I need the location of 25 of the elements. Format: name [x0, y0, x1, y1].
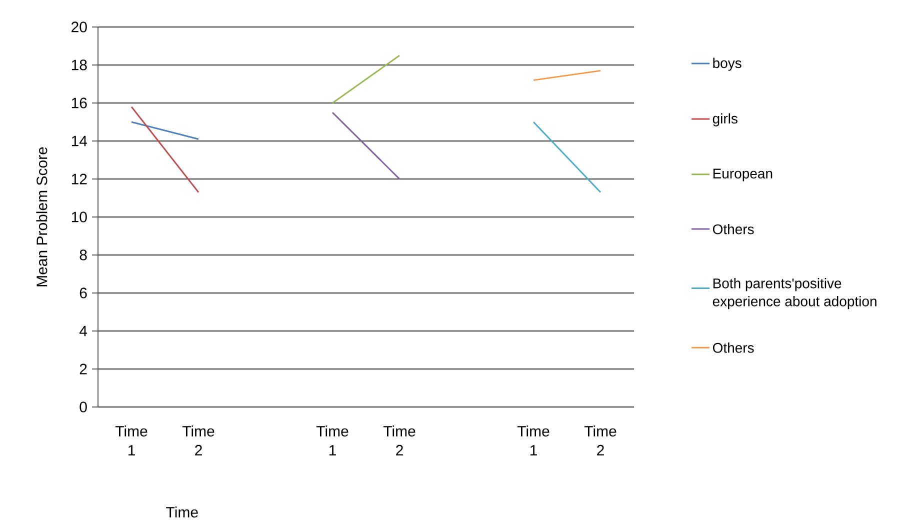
y-tick-label: 12: [72, 174, 87, 184]
y-tick-label: 20: [72, 22, 87, 32]
y-tick-label: 10: [72, 212, 87, 222]
legend-label: boys: [713, 58, 742, 71]
legend-label: European: [713, 168, 772, 182]
legend-label: girls: [712, 113, 738, 126]
legend-label: Others: [712, 224, 754, 234]
x-tick-label: Time 2: [584, 426, 616, 456]
y-tick-label: 16: [72, 98, 87, 108]
y-tick-label: 6: [80, 288, 87, 298]
legend-label: Others: [712, 342, 754, 353]
x-tick-label: Time 2: [182, 426, 214, 456]
y-tick-label: 0: [80, 402, 87, 412]
y-tick-label: 18: [72, 60, 87, 70]
y-tick-label: 14: [72, 136, 88, 146]
y-tick-label: 4: [79, 326, 88, 336]
x-axis-title: Time: [166, 506, 198, 518]
y-tick-label: 2: [80, 364, 87, 374]
legend-label: Both parents'positive experience about adoption: [712, 278, 876, 310]
x-tick-label: Time 2: [383, 426, 416, 456]
x-tick-label: Time 1: [316, 426, 348, 456]
y-axis-title: Mean Problem Score: [36, 147, 48, 286]
y-tick-label: 8: [80, 250, 87, 260]
x-tick-label: Time 1: [115, 426, 148, 456]
x-tick-label: Time 1: [517, 426, 550, 456]
